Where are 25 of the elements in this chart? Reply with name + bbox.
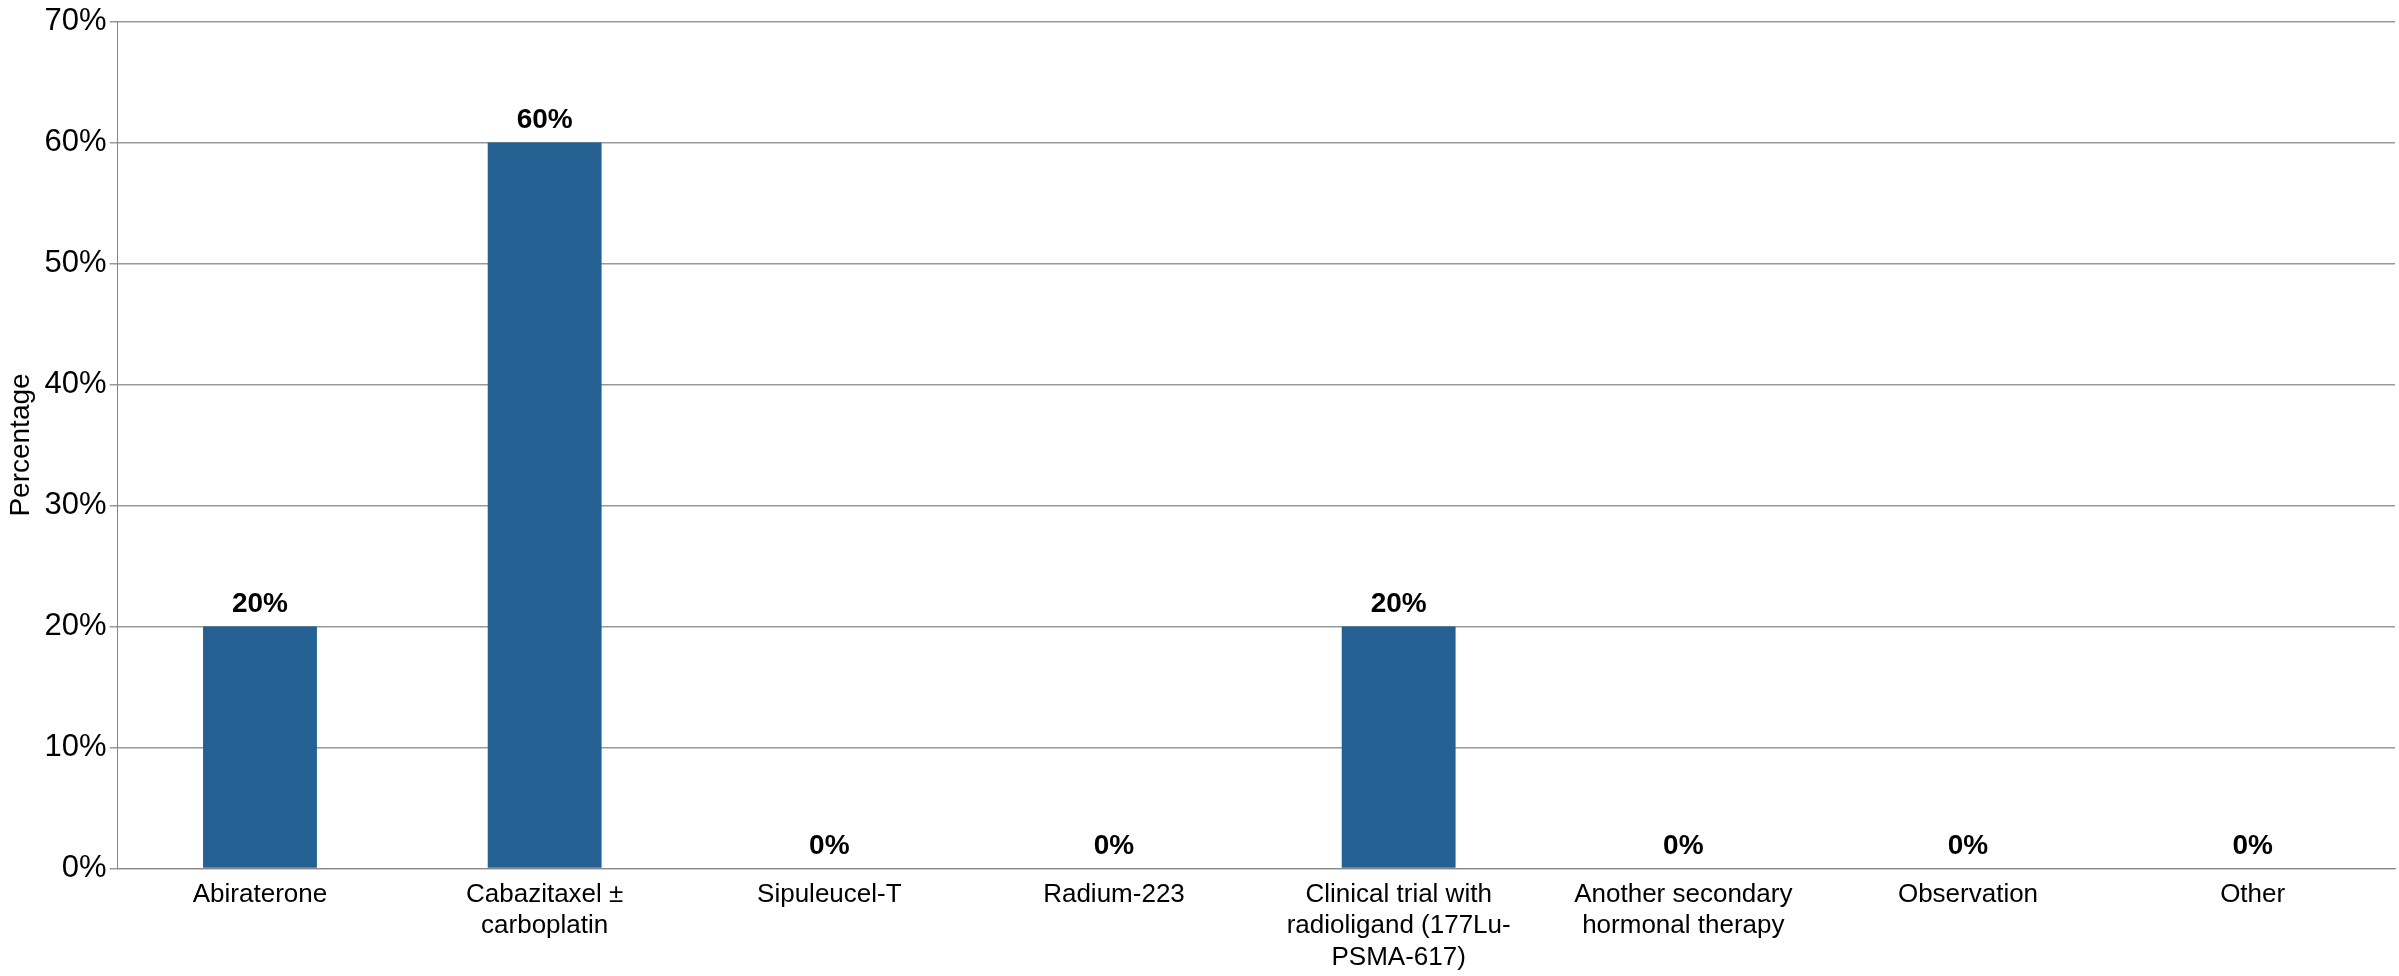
data-label: 20% [1370,587,1427,619]
x-tick-label: Radium-223 [1043,878,1185,909]
data-label: 20% [231,587,289,619]
data-label: 60% [516,103,573,135]
x-tick-label: Cabazitaxel ± carboplatin [465,878,624,940]
y-tick-label: 60% [44,123,107,159]
x-tick-label: Sipuleucel-T [757,878,902,909]
data-label: 0% [1093,829,1135,861]
y-tick-label: 50% [44,244,107,280]
x-tick-label: Another secondary hormonal therapy [1574,878,1793,940]
x-tick-label: Other [2220,878,2286,909]
y-tick-label: 0% [61,848,107,884]
x-tick-label: Abiraterone [192,878,328,909]
y-tick-label: 70% [44,2,107,38]
x-tick-label: Observation [1897,878,2039,909]
y-tick-label: 10% [44,727,107,763]
y-axis-title: Percentage [3,373,35,517]
data-label: 0% [1947,829,1989,861]
y-tick-label: 30% [44,486,107,522]
data-label: 0% [809,829,850,861]
data-label: 0% [1663,829,1704,861]
x-tick-label: Clinical trial with radioligand (177Lu-PSMA-617) [1286,878,1511,971]
y-tick-label: 20% [44,607,107,642]
data-label: 0% [2232,829,2273,861]
y-tick-label: 40% [44,365,107,401]
